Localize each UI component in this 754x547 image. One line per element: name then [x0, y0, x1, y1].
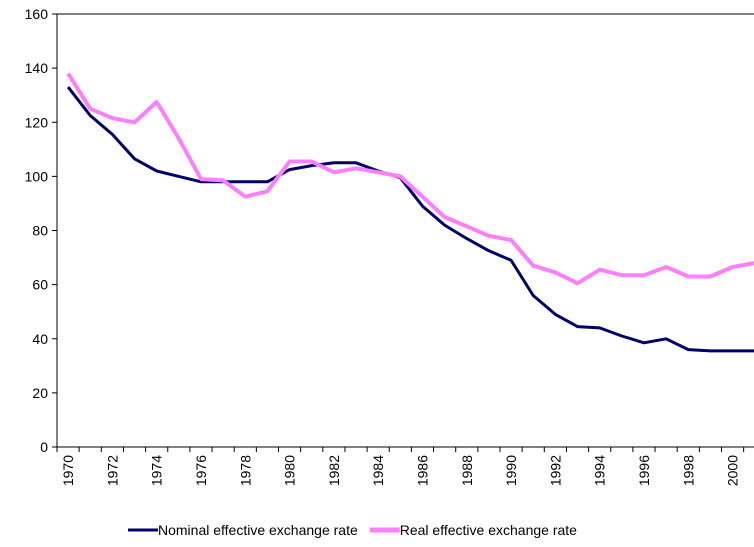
x-tick-label: 1972: [104, 455, 120, 486]
y-tick-label: 120: [25, 114, 49, 130]
x-tick-label: 2000: [725, 455, 741, 486]
x-tick-label: 1980: [282, 455, 298, 486]
x-tick-label: 1984: [370, 455, 386, 486]
y-tick-label: 80: [32, 223, 48, 239]
x-tick-label: 1974: [149, 455, 165, 486]
y-tick-label: 40: [32, 331, 48, 347]
series-line: [66, 86, 754, 353]
y-tick-label: 160: [25, 6, 49, 22]
y-tick-label: 100: [25, 168, 49, 184]
x-tick-label: 1994: [592, 455, 608, 486]
x-tick-label: 1988: [459, 455, 475, 486]
x-tick-label: 1992: [547, 455, 563, 486]
series-line: [66, 72, 754, 286]
x-tick-label: 1970: [60, 455, 76, 486]
x-tick-label: 1978: [237, 455, 253, 486]
x-tick-label: 1990: [503, 455, 519, 486]
x-tick-label: 1982: [326, 455, 342, 486]
y-tick-label: 20: [32, 385, 48, 401]
y-tick-label: 140: [25, 60, 49, 76]
y-tick-label: 0: [40, 439, 48, 455]
y-tick-label: 60: [32, 277, 48, 293]
legend-label: Nominal effective exchange rate: [158, 522, 358, 538]
x-tick-label: 1976: [193, 455, 209, 486]
legend-label: Real effective exchange rate: [400, 522, 577, 538]
x-tick-label: 1986: [414, 455, 430, 486]
x-tick-label: 1996: [636, 455, 652, 486]
x-tick-label: 1998: [680, 455, 696, 486]
